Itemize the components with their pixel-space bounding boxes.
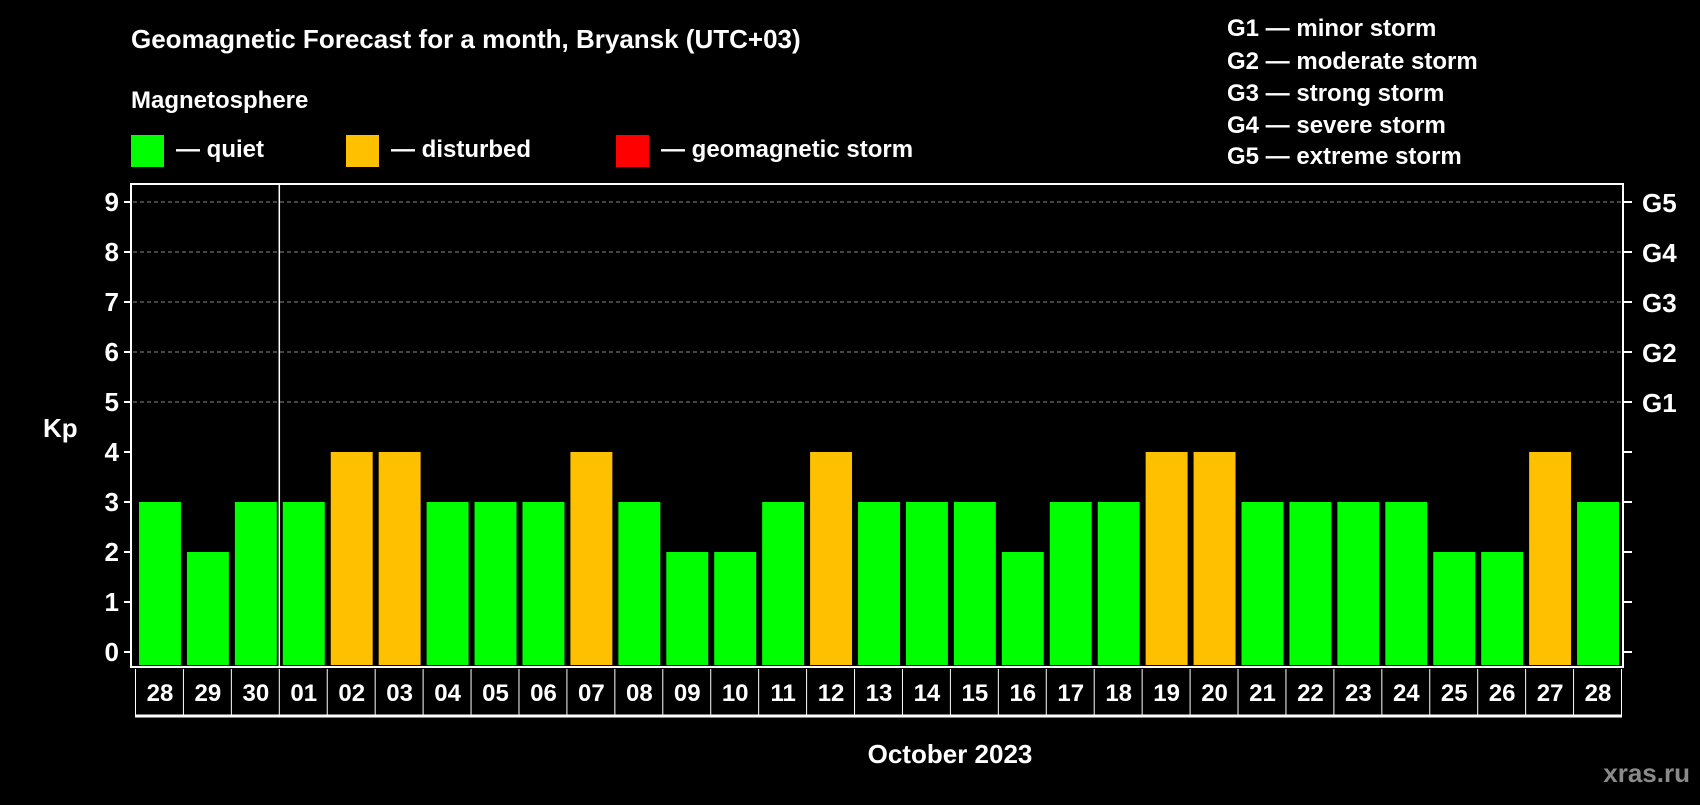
bar-29 bbox=[186, 552, 229, 665]
y-tick-label: 1 bbox=[105, 587, 119, 617]
bar-19 bbox=[1145, 452, 1188, 665]
date-label: 15 bbox=[962, 680, 989, 707]
bar-23 bbox=[1337, 502, 1380, 665]
bar-16 bbox=[1001, 552, 1044, 665]
date-label: 28 bbox=[147, 680, 174, 707]
g-scale-label: G1 bbox=[1642, 388, 1677, 418]
y-tick-label: 9 bbox=[105, 187, 119, 217]
y-tick-label: 7 bbox=[105, 287, 119, 317]
y-axis-label: Kp bbox=[43, 413, 78, 443]
bar-01 bbox=[282, 502, 325, 665]
date-label: 28 bbox=[1585, 680, 1612, 707]
date-label: 01 bbox=[290, 680, 317, 707]
legend-label-disturbed: — disturbed bbox=[391, 136, 531, 163]
date-label: 09 bbox=[674, 680, 701, 707]
bar-10 bbox=[714, 552, 757, 665]
bar-25 bbox=[1433, 552, 1476, 665]
legend: — quiet — disturbed — geomagnetic storm bbox=[131, 135, 913, 167]
plot-frame bbox=[130, 183, 1624, 668]
date-label: 08 bbox=[626, 680, 653, 707]
storm-scale-legend: G1 — minor storm G2 — moderate storm G3 … bbox=[1227, 15, 1478, 170]
bar-26 bbox=[1481, 552, 1524, 665]
date-label: 14 bbox=[914, 680, 941, 707]
y-tick-label: 6 bbox=[105, 337, 119, 367]
bar-21 bbox=[1241, 502, 1284, 665]
date-label: 11 bbox=[770, 680, 795, 707]
bar-04 bbox=[426, 502, 469, 665]
bar-28 bbox=[139, 502, 181, 665]
legend-swatch-storm bbox=[616, 135, 649, 167]
y-tick-label: 0 bbox=[105, 637, 119, 667]
bar-13 bbox=[858, 502, 900, 665]
bar-06 bbox=[522, 502, 565, 665]
date-label: 02 bbox=[338, 680, 365, 707]
bar-05 bbox=[474, 502, 517, 665]
date-label: 17 bbox=[1057, 680, 1084, 707]
watermark: xras.ru bbox=[1603, 758, 1690, 788]
storm-scale-g4: G4 — severe storm bbox=[1227, 112, 1446, 139]
y-tick-label: 5 bbox=[105, 387, 119, 417]
bar-27 bbox=[1529, 452, 1572, 665]
date-label: 21 bbox=[1249, 680, 1276, 707]
bar-12 bbox=[810, 452, 853, 665]
date-label: 18 bbox=[1105, 680, 1132, 707]
date-label: 12 bbox=[818, 680, 845, 707]
legend-swatch-disturbed bbox=[346, 135, 379, 167]
date-label: 26 bbox=[1489, 680, 1516, 707]
bar-22 bbox=[1289, 502, 1332, 665]
bar-24 bbox=[1385, 502, 1428, 665]
bar-18 bbox=[1097, 502, 1140, 665]
storm-scale-g5: G5 — extreme storm bbox=[1227, 143, 1462, 170]
bar-15 bbox=[953, 502, 996, 665]
bar-07 bbox=[570, 452, 613, 665]
y-tick-label: 2 bbox=[105, 537, 119, 567]
g-scale-label: G2 bbox=[1642, 338, 1677, 368]
date-label: 05 bbox=[482, 680, 509, 707]
bar-02 bbox=[330, 452, 373, 665]
g-scale-label: G3 bbox=[1642, 288, 1677, 318]
date-label: 29 bbox=[195, 680, 222, 707]
bar-17 bbox=[1049, 502, 1092, 665]
date-label: 30 bbox=[242, 680, 269, 707]
bar-20 bbox=[1193, 452, 1236, 665]
bar-14 bbox=[905, 502, 948, 665]
legend-swatch-quiet bbox=[131, 135, 164, 167]
date-label: 16 bbox=[1009, 680, 1036, 707]
chart-subtitle: Magnetosphere bbox=[131, 87, 308, 114]
date-label: 19 bbox=[1153, 680, 1180, 707]
date-label: 03 bbox=[386, 680, 413, 707]
y-tick-label: 8 bbox=[105, 237, 119, 267]
g-scale-label: G4 bbox=[1642, 238, 1677, 268]
date-label: 10 bbox=[722, 680, 749, 707]
date-label: 22 bbox=[1297, 680, 1324, 707]
g-scale-label: G5 bbox=[1642, 188, 1677, 218]
storm-scale-g1: G1 — minor storm bbox=[1227, 15, 1436, 42]
date-label: 13 bbox=[866, 680, 893, 707]
y-tick-label: 4 bbox=[105, 437, 120, 467]
storm-scale-g2: G2 — moderate storm bbox=[1227, 48, 1478, 75]
bar-08 bbox=[618, 502, 661, 665]
date-label: 24 bbox=[1393, 680, 1420, 707]
date-label: 27 bbox=[1537, 680, 1564, 707]
date-label: 04 bbox=[434, 680, 461, 707]
chart-title: Geomagnetic Forecast for a month, Bryans… bbox=[131, 24, 801, 54]
bar-28 bbox=[1577, 502, 1619, 665]
date-label: 06 bbox=[530, 680, 557, 707]
date-label: 25 bbox=[1441, 680, 1468, 707]
date-label: 23 bbox=[1345, 680, 1372, 707]
legend-label-quiet: — quiet bbox=[176, 136, 264, 163]
bar-11 bbox=[762, 502, 805, 665]
legend-label-storm: — geomagnetic storm bbox=[661, 136, 913, 163]
x-axis-label: October 2023 bbox=[868, 739, 1033, 769]
storm-scale-g3: G3 — strong storm bbox=[1227, 80, 1444, 107]
bar-03 bbox=[378, 452, 421, 665]
date-label: 20 bbox=[1201, 680, 1228, 707]
bar-30 bbox=[234, 502, 277, 665]
date-label: 07 bbox=[578, 680, 605, 707]
y-tick-label: 3 bbox=[105, 487, 119, 517]
bar-09 bbox=[666, 552, 709, 665]
